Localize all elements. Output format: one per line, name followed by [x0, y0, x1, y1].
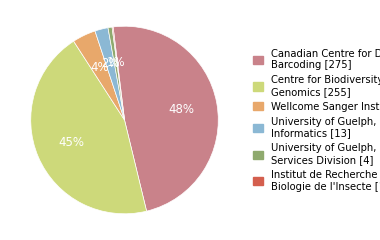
- Text: 4%: 4%: [90, 61, 109, 74]
- Wedge shape: [112, 27, 125, 120]
- Wedge shape: [74, 31, 125, 120]
- Text: 1%: 1%: [106, 56, 125, 69]
- Wedge shape: [31, 41, 147, 214]
- Legend: Canadian Centre for DNA
Barcoding [275], Centre for Biodiversity
Genomics [255],: Canadian Centre for DNA Barcoding [275],…: [252, 47, 380, 193]
- Wedge shape: [108, 27, 125, 120]
- Text: 45%: 45%: [58, 136, 84, 150]
- Text: 48%: 48%: [169, 103, 195, 116]
- Text: 2%: 2%: [101, 57, 120, 70]
- Wedge shape: [113, 26, 218, 211]
- Wedge shape: [95, 28, 125, 120]
